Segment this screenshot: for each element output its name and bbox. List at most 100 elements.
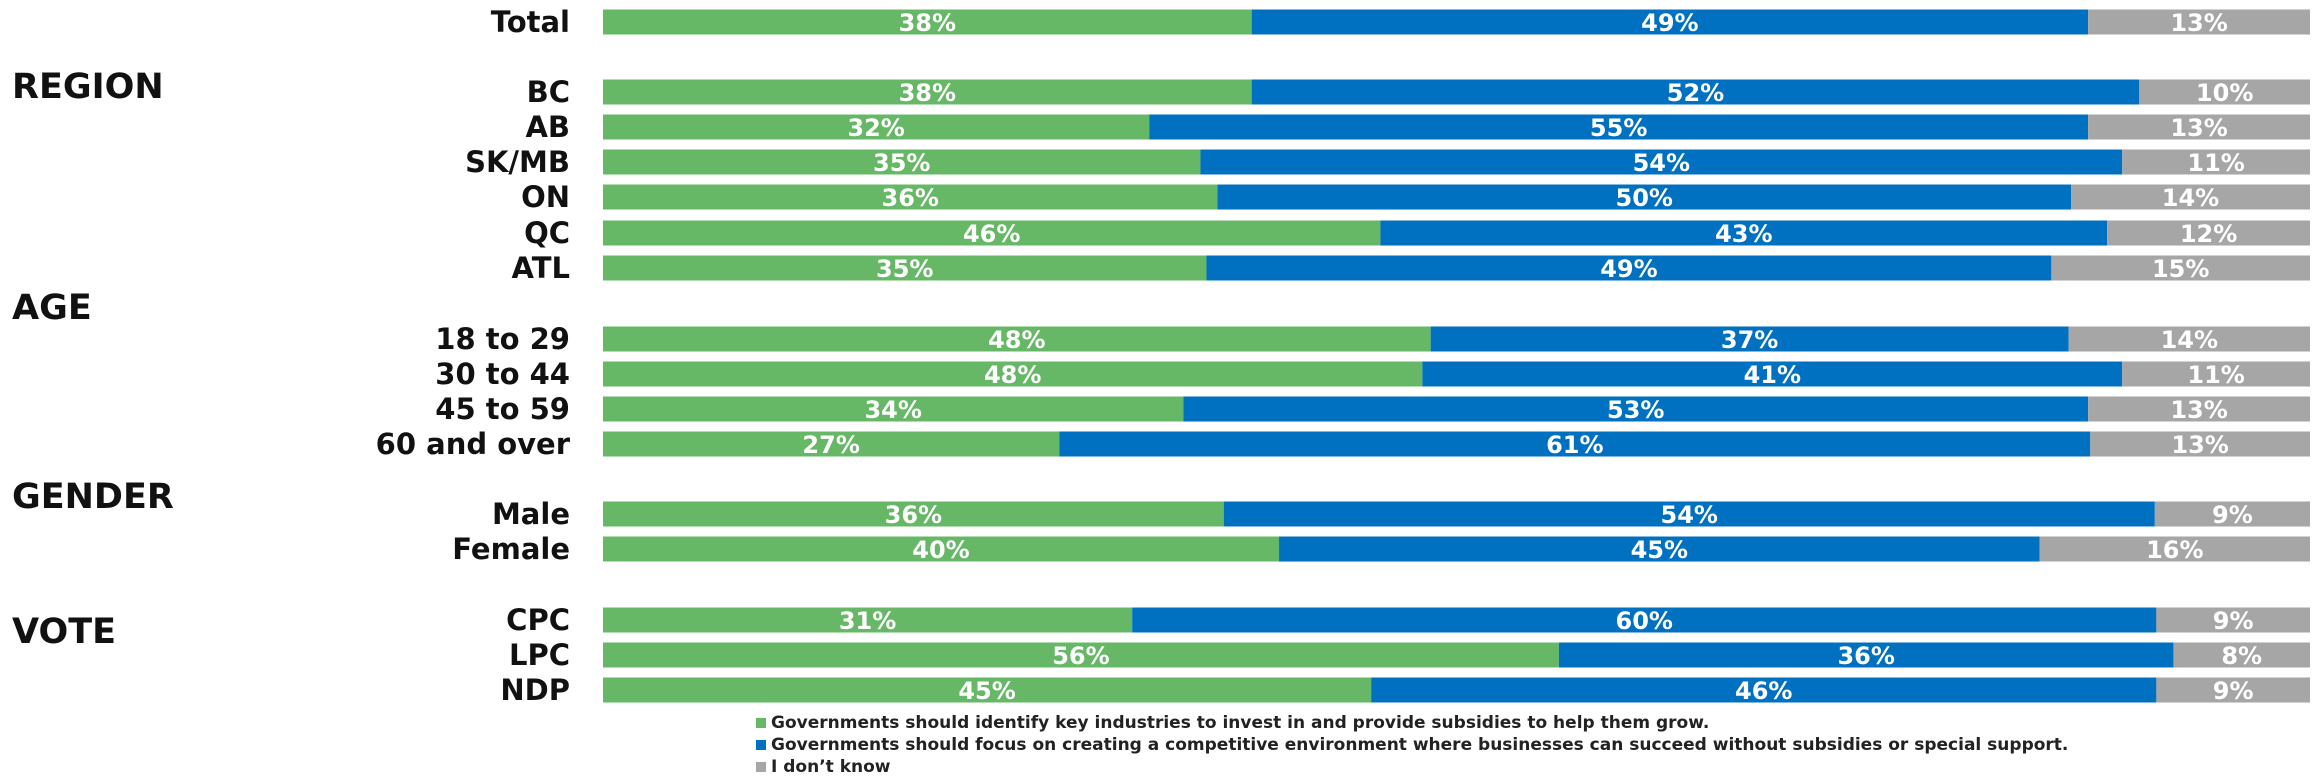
bar-segment-female-s1 (603, 536, 1280, 562)
bar-segment-30-to-44-s2 (1422, 361, 2123, 387)
bar-segment-atl-s2 (1206, 255, 2052, 281)
bar-segment-18-to-29-s2 (1430, 326, 2069, 352)
data-label-total-s3: 13% (2170, 9, 2227, 37)
bar-segment-ab-s1 (603, 114, 1150, 140)
legend-label-3: I don’t know (771, 757, 891, 776)
row-label-sk-mb: SK/MB (465, 145, 570, 179)
bar-segment-60-and-over-s3 (2090, 431, 2310, 457)
data-label-female-s2: 45% (1631, 536, 1688, 564)
legend-swatch-1 (756, 718, 766, 728)
row-label-on: ON (521, 180, 570, 214)
data-label-cpc-s2: 60% (1616, 607, 1673, 635)
legend-swatch-3 (756, 762, 766, 772)
bar-segment-qc-s3 (2107, 220, 2310, 246)
row-label-ndp: NDP (500, 673, 570, 707)
data-label-sk-mb-s3: 11% (2187, 149, 2244, 177)
bar-segment-18-to-29-s1 (603, 326, 1431, 352)
bar-segment-45-to-59-s2 (1183, 396, 2089, 422)
data-label-qc-s1: 46% (963, 220, 1020, 248)
bar-segment-bc-s3 (2139, 79, 2310, 105)
bar-segment-lpc-s1 (603, 642, 1559, 668)
data-label-cpc-s1: 31% (839, 607, 896, 635)
bar-segment-30-to-44-s1 (603, 361, 1423, 387)
data-label-lpc-s2: 36% (1837, 642, 1894, 670)
bar-segment-bc-s1 (603, 79, 1252, 105)
data-label-sk-mb-s1: 35% (873, 149, 930, 177)
data-label-ndp-s2: 46% (1735, 677, 1792, 705)
row-label-30-to-44: 30 to 44 (435, 357, 570, 391)
row-label-male: Male (492, 497, 570, 531)
bar-segment-lpc-s3 (2173, 642, 2310, 668)
legend: Governments should identify key industri… (756, 713, 2068, 776)
data-label-sk-mb-s2: 54% (1633, 149, 1690, 177)
data-label-30-to-44-s2: 41% (1744, 361, 1801, 389)
section-label-gender: GENDER (12, 477, 174, 517)
row-label-lpc: LPC (509, 638, 570, 672)
data-label-atl-s3: 15% (2152, 255, 2209, 283)
data-label-45-to-59-s2: 53% (1607, 396, 1664, 424)
data-label-bc-s2: 52% (1667, 79, 1724, 107)
bar-segment-ndp-s1 (603, 677, 1372, 703)
data-label-qc-s2: 43% (1715, 220, 1772, 248)
data-label-cpc-s3: 9% (2213, 607, 2254, 635)
data-label-18-to-29-s1: 48% (988, 326, 1045, 354)
bar-segment-female-s2 (1279, 536, 2040, 562)
data-label-on-s2: 50% (1616, 184, 1673, 212)
row-label-female: Female (452, 532, 570, 566)
bar-segment-atl-s1 (603, 255, 1207, 281)
bar-segment-male-s3 (2154, 501, 2310, 527)
bar-segment-18-to-29-s3 (2068, 326, 2310, 352)
data-label-ndp-s3: 9% (2213, 677, 2254, 705)
data-label-45-to-59-s3: 13% (2170, 396, 2227, 424)
row-label-bc: BC (527, 75, 570, 109)
bar-segment-qc-s2 (1380, 220, 2108, 246)
legend-label-1: Governments should identify key industri… (771, 713, 1709, 733)
data-label-bc-s1: 38% (899, 79, 956, 107)
data-label-45-to-59-s1: 34% (864, 396, 921, 424)
bar-segment-60-and-over-s1 (603, 431, 1060, 457)
data-label-qc-s3: 12% (2180, 220, 2237, 248)
row-label-18-to-29: 18 to 29 (435, 322, 570, 356)
data-label-60-and-over-s3: 13% (2171, 431, 2228, 459)
row-label-45-to-59: 45 to 59 (435, 392, 570, 426)
bar-segment-cpc-s1 (603, 607, 1133, 633)
data-label-female-s1: 40% (912, 536, 969, 564)
data-label-ab-s2: 55% (1590, 114, 1647, 142)
bar-segment-male-s1 (603, 501, 1224, 527)
bar-segment-sk-mb-s3 (2122, 149, 2310, 175)
bar-segment-lpc-s2 (1558, 642, 2174, 668)
section-labels: REGION AGE GENDER VOTE (12, 67, 174, 652)
data-label-ab-s3: 13% (2170, 114, 2227, 142)
data-label-18-to-29-s3: 14% (2161, 326, 2218, 354)
row-label-qc: QC (524, 216, 570, 250)
bar-segment-on-s2 (1217, 184, 2072, 210)
bar-segment-total-s2 (1251, 9, 2089, 35)
data-label-lpc-s3: 8% (2221, 642, 2262, 670)
data-label-atl-s2: 49% (1600, 255, 1657, 283)
data-label-30-to-44-s3: 11% (2187, 361, 2244, 389)
row-label-60-and-over: 60 and over (376, 427, 571, 461)
bar-segment-cpc-s3 (2156, 607, 2310, 633)
bar-segment-60-and-over-s2 (1059, 431, 2091, 457)
data-label-18-to-29-s2: 37% (1721, 326, 1778, 354)
data-label-male-s2: 54% (1661, 501, 1718, 529)
section-label-region: REGION (12, 67, 164, 107)
bar-segment-45-to-59-s3 (2088, 396, 2310, 422)
data-label-60-and-over-s1: 27% (802, 431, 859, 459)
bar-segment-ndp-s2 (1371, 677, 2157, 703)
bar-segment-ndp-s3 (2156, 677, 2310, 703)
bars: 38% 49% 13% 38% 52% 10% 32% 55% 13% 35% 54% 11% 36% 5… (603, 9, 2310, 705)
bar-segment-sk-mb-s2 (1200, 149, 2123, 175)
data-label-total-s1: 38% (899, 9, 956, 37)
bar-segment-ab-s3 (2088, 114, 2310, 140)
data-label-on-s1: 36% (882, 184, 939, 212)
legend-label-2: Governments should focus on creating a c… (771, 735, 2068, 755)
bar-segment-ab-s2 (1149, 114, 2089, 140)
bar-segment-cpc-s2 (1132, 607, 2157, 633)
bar-segment-female-s3 (2039, 536, 2310, 562)
bar-segment-45-to-59-s1 (603, 396, 1184, 422)
bar-segment-bc-s2 (1251, 79, 2140, 105)
data-label-total-s2: 49% (1641, 9, 1698, 37)
